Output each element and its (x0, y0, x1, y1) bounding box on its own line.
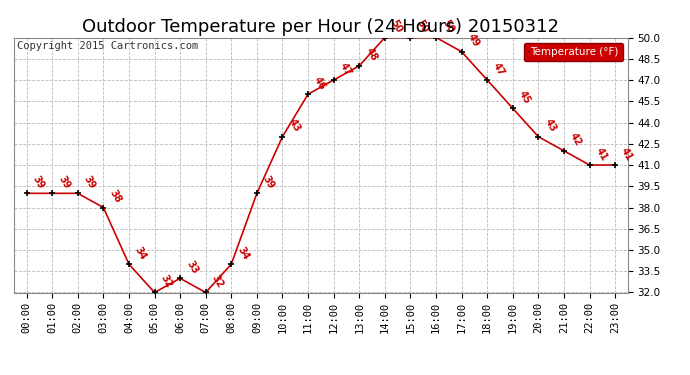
Text: 39: 39 (261, 174, 277, 190)
Text: 46: 46 (312, 75, 328, 92)
Text: 41: 41 (619, 146, 635, 162)
Text: 38: 38 (108, 188, 123, 205)
Text: 32: 32 (159, 273, 174, 290)
Text: 32: 32 (210, 273, 225, 290)
Text: 41: 41 (593, 146, 609, 162)
Text: 39: 39 (57, 174, 72, 190)
Legend: Temperature (°F): Temperature (°F) (524, 43, 622, 61)
Text: 47: 47 (491, 60, 506, 77)
Text: 50: 50 (389, 18, 404, 35)
Text: Copyright 2015 Cartronics.com: Copyright 2015 Cartronics.com (17, 41, 198, 51)
Text: 39: 39 (82, 174, 97, 190)
Text: 34: 34 (133, 245, 148, 261)
Text: 43: 43 (286, 117, 302, 134)
Text: 34: 34 (235, 245, 251, 261)
Text: 42: 42 (568, 131, 584, 148)
Title: Outdoor Temperature per Hour (24 Hours) 20150312: Outdoor Temperature per Hour (24 Hours) … (82, 18, 560, 36)
Text: 48: 48 (364, 46, 379, 63)
Text: 45: 45 (517, 89, 532, 105)
Text: 33: 33 (184, 259, 199, 276)
Text: 47: 47 (338, 60, 353, 77)
Text: 39: 39 (31, 174, 46, 190)
Text: 43: 43 (542, 117, 558, 134)
Text: 49: 49 (466, 32, 481, 49)
Text: 50: 50 (415, 18, 430, 35)
Text: 50: 50 (440, 18, 455, 35)
